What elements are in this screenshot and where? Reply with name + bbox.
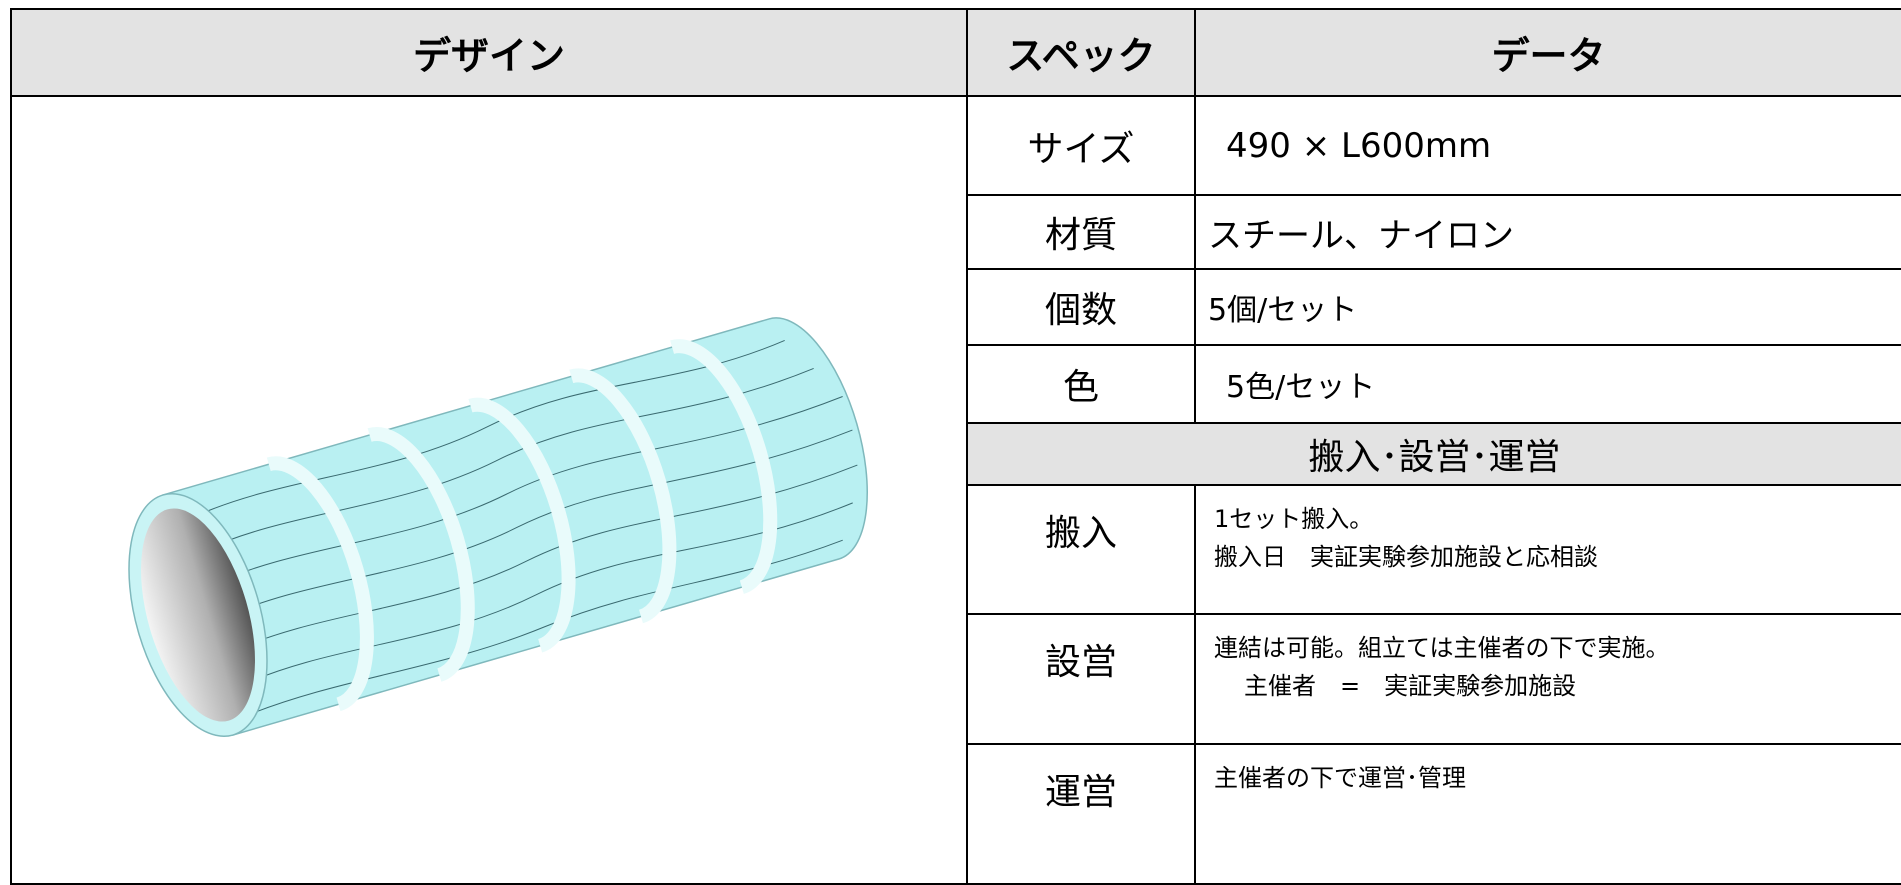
header-cell: スペック <box>966 8 1196 97</box>
detail-value: 主催者の下で運営･管理 <box>1194 743 1901 885</box>
spec-table: デザイン スペック データ <box>10 8 1901 885</box>
detail-label: 運営 <box>966 743 1196 885</box>
detail-line: 主催者 = 実証実験参加施設 <box>1244 672 1577 700</box>
detail-label: 設営 <box>966 613 1196 745</box>
detail-line: 主催者の下で運営･管理 <box>1214 764 1466 792</box>
spec-label: 個数 <box>966 268 1196 346</box>
detail-label: 搬入 <box>966 484 1196 615</box>
design-cell <box>10 95 968 885</box>
detail-line: 連結は可能。組立ては主催者の下で実施。 <box>1214 634 1670 662</box>
header-cell: デザイン <box>10 8 968 97</box>
pipe-illustration <box>128 317 868 738</box>
detail-value: 連結は可能。組立ては主催者の下で実施。主催者 = 実証実験参加施設 <box>1194 613 1901 745</box>
header-cell: データ <box>1194 8 1901 97</box>
spec-label: サイズ <box>966 95 1196 196</box>
detail-value: 1セット搬入。搬入日 実証実験参加施設と応相談 <box>1194 484 1901 615</box>
detail-line: 1セット搬入。 <box>1214 505 1374 533</box>
spec-value: スチール、ナイロン <box>1194 194 1901 270</box>
spec-value: 490 × L600mm <box>1194 95 1901 196</box>
detail-line: 搬入日 実証実験参加施設と応相談 <box>1214 543 1598 571</box>
spec-label: 色 <box>966 344 1196 424</box>
spec-label: 材質 <box>966 194 1196 270</box>
section-header: 搬入･設営･運営 <box>966 422 1901 486</box>
spec-value: 5個/セット <box>1194 268 1901 346</box>
spec-value: 5色/セット <box>1194 344 1901 424</box>
